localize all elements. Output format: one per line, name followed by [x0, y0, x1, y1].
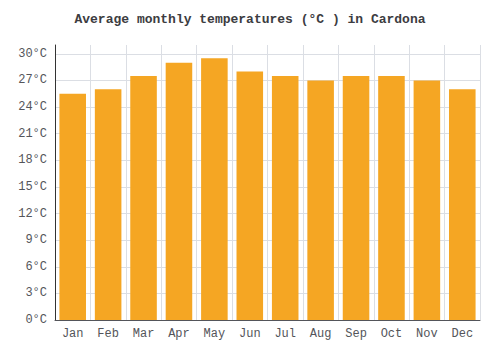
svg-text:0°C: 0°C	[25, 313, 47, 327]
svg-text:15°C: 15°C	[18, 180, 47, 194]
svg-text:Nov: Nov	[416, 327, 438, 341]
svg-text:12°C: 12°C	[18, 207, 47, 221]
svg-text:Jun: Jun	[239, 327, 261, 341]
svg-text:21°C: 21°C	[18, 127, 47, 141]
svg-text:Aug: Aug	[310, 327, 332, 341]
svg-text:Jan: Jan	[62, 327, 84, 341]
svg-text:Dec: Dec	[451, 327, 473, 341]
svg-text:27°C: 27°C	[18, 73, 47, 87]
svg-text:18°C: 18°C	[18, 153, 47, 167]
svg-text:Apr: Apr	[168, 327, 190, 341]
svg-text:6°C: 6°C	[25, 260, 47, 274]
svg-text:Sep: Sep	[345, 327, 367, 341]
svg-text:3°C: 3°C	[25, 286, 47, 300]
svg-text:30°C: 30°C	[18, 47, 47, 61]
svg-text:Feb: Feb	[97, 327, 119, 341]
svg-text:Average monthly temperatures (: Average monthly temperatures (°C ) in Ca…	[74, 12, 425, 27]
svg-text:9°C: 9°C	[25, 233, 47, 247]
svg-text:Oct: Oct	[381, 327, 403, 341]
svg-text:Mar: Mar	[133, 327, 155, 341]
svg-text:24°C: 24°C	[18, 100, 47, 114]
svg-text:Jul: Jul	[274, 327, 296, 341]
svg-text:May: May	[204, 327, 226, 341]
